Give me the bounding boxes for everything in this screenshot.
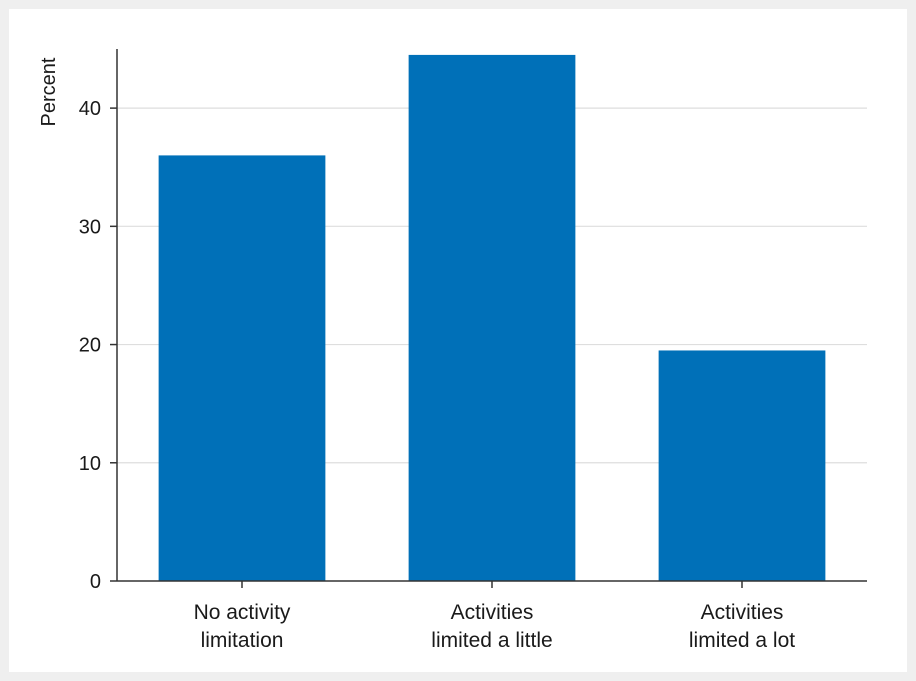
category-label-line: limited a little (431, 629, 552, 652)
axes (110, 49, 867, 588)
category-label: Activities limited a little (431, 601, 552, 652)
bar-1 (158, 155, 326, 581)
bar-3 (658, 350, 826, 581)
category-label-line: No activity (194, 601, 291, 624)
bar-2 (408, 54, 576, 581)
y-tick-label: 30 (79, 216, 101, 238)
category-labels: No activity limitation Activities limited a… (194, 601, 796, 652)
y-tick-label: 0 (90, 571, 101, 593)
y-tick-labels: 0 10 20 30 40 (79, 98, 101, 593)
category-label-line: Activities (701, 601, 784, 624)
y-tick-label: 10 (79, 453, 101, 475)
category-label-line: limitation (201, 629, 284, 652)
y-tick-label: 20 (79, 335, 101, 357)
chart-frame: 0 10 20 30 40 No activity limitation Activitie… (9, 9, 907, 672)
bars (158, 54, 826, 581)
y-axis-title: Percent (38, 57, 60, 126)
category-label: No activity limitation (194, 601, 291, 652)
category-label-line: limited a lot (689, 629, 795, 652)
y-tick-label: 40 (79, 98, 101, 120)
bar-chart: 0 10 20 30 40 No activity limitation Activitie… (38, 49, 867, 652)
category-label: Activities limited a lot (689, 601, 795, 652)
category-label-line: Activities (451, 601, 534, 624)
